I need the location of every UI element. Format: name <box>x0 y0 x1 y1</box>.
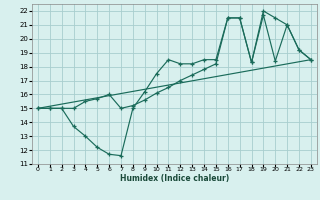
X-axis label: Humidex (Indice chaleur): Humidex (Indice chaleur) <box>120 174 229 183</box>
